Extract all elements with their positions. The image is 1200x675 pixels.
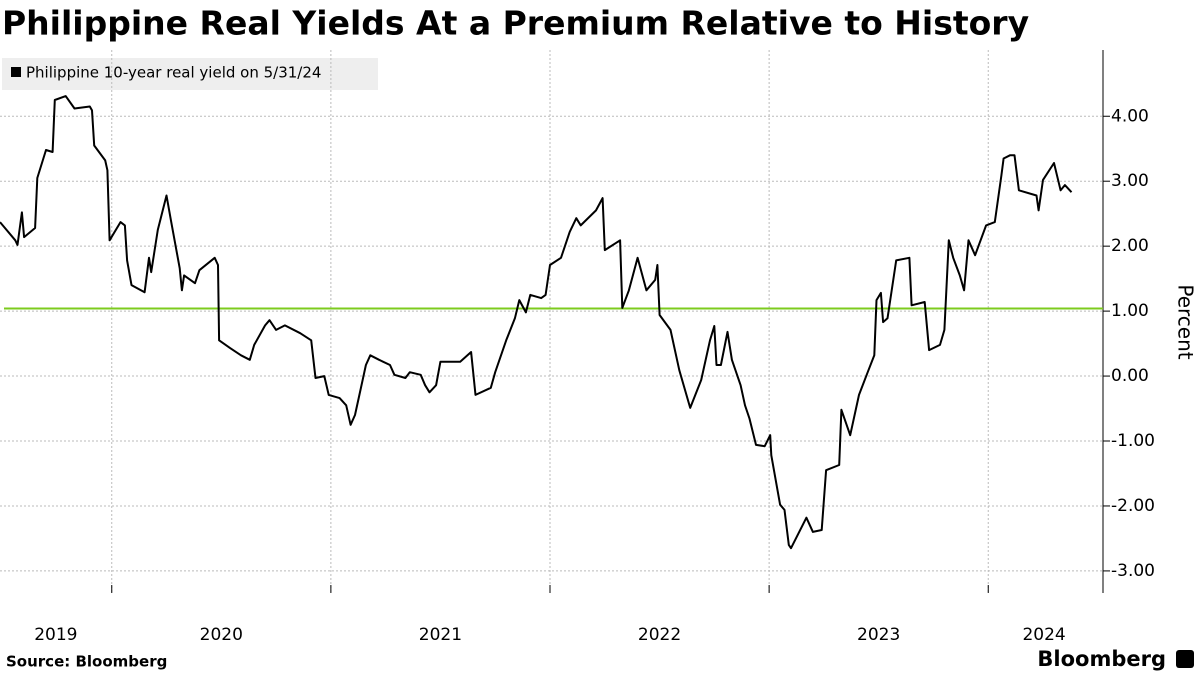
y-tick-label: 3.00 xyxy=(1111,171,1149,191)
logo: Bloomberg xyxy=(1037,647,1166,671)
logo-icon xyxy=(1176,650,1194,668)
x-tick-label: 2021 xyxy=(419,625,462,645)
y-tick-label: 2.00 xyxy=(1111,236,1149,256)
x-tick-label: 2024 xyxy=(1022,625,1065,645)
chart-title: Philippine Real Yields At a Premium Rela… xyxy=(2,4,1029,43)
series-line xyxy=(0,95,1073,550)
x-tick-label: 2022 xyxy=(638,625,681,645)
y-tick-label: 1.00 xyxy=(1111,301,1149,321)
x-tick-label: 2019 xyxy=(34,625,77,645)
y-tick-label: -1.00 xyxy=(1111,431,1155,451)
y-axis-label: Percent xyxy=(1174,284,1198,359)
source: Source: Bloomberg xyxy=(6,653,167,671)
legend-box xyxy=(2,58,378,90)
y-tick-label: -3.00 xyxy=(1111,561,1155,581)
y-tick-label: 4.00 xyxy=(1111,106,1149,126)
y-tick-label: 0.00 xyxy=(1111,366,1149,386)
y-tick-label: -2.00 xyxy=(1111,496,1155,516)
x-tick-label: 2023 xyxy=(857,625,900,645)
x-tick-label: 2020 xyxy=(200,625,243,645)
legend-swatch xyxy=(11,67,21,77)
legend-label: Philippine 10-year real yield on 5/31/24 xyxy=(26,64,321,82)
